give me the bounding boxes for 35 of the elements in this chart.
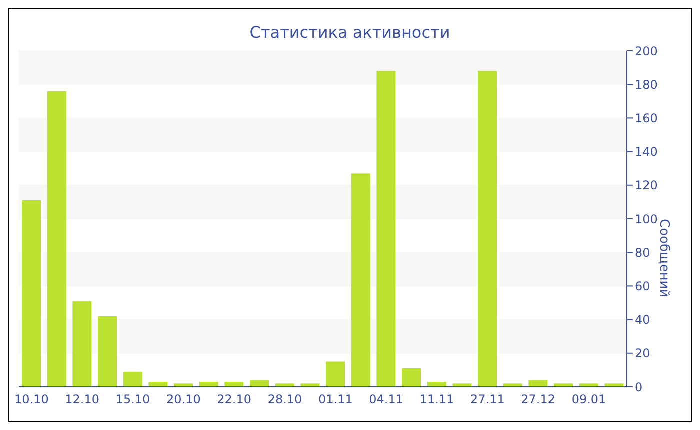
y-tick-label: 0 xyxy=(635,380,643,394)
bar xyxy=(98,316,117,387)
y-tick-label: 180 xyxy=(635,78,658,92)
bar xyxy=(478,71,497,387)
x-tick-label: 22.10 xyxy=(217,392,252,407)
x-tick-label: 01.11 xyxy=(318,392,353,407)
x-tick-label: 04.11 xyxy=(369,392,404,407)
y-tick-label: 200 xyxy=(635,44,658,58)
x-tick-label: 28.10 xyxy=(268,392,302,407)
x-tick-label: 15.10 xyxy=(116,392,150,407)
y-tick-label: 160 xyxy=(635,111,658,126)
x-tick-label: 12.10 xyxy=(65,392,100,407)
bar xyxy=(22,200,41,387)
x-tick-label: 27.12 xyxy=(521,392,556,407)
y-tick-label: 20 xyxy=(635,346,650,361)
x-tick-label: 11.11 xyxy=(420,392,454,407)
bar xyxy=(326,362,345,387)
y-tick-label: 120 xyxy=(635,178,658,193)
x-tick-label: 20.10 xyxy=(166,392,201,407)
y-tick-label: 80 xyxy=(635,246,650,260)
bar xyxy=(402,368,421,387)
bar xyxy=(72,301,92,387)
bar xyxy=(123,372,142,387)
bar xyxy=(47,91,66,387)
y-tick-label: 140 xyxy=(635,145,658,160)
bar xyxy=(351,174,370,387)
x-tick-label: 09.01 xyxy=(572,392,606,407)
y-tick-label: 100 xyxy=(635,212,658,226)
y-axis-title: Сообщений xyxy=(656,219,672,298)
y-tick-label: 60 xyxy=(635,279,650,294)
x-tick-label: 27.11 xyxy=(470,392,505,407)
chart-title: Статистика активности xyxy=(248,23,452,42)
bar xyxy=(376,71,396,387)
x-tick-label: 10.10 xyxy=(14,392,49,407)
y-tick-label: 40 xyxy=(635,313,650,328)
